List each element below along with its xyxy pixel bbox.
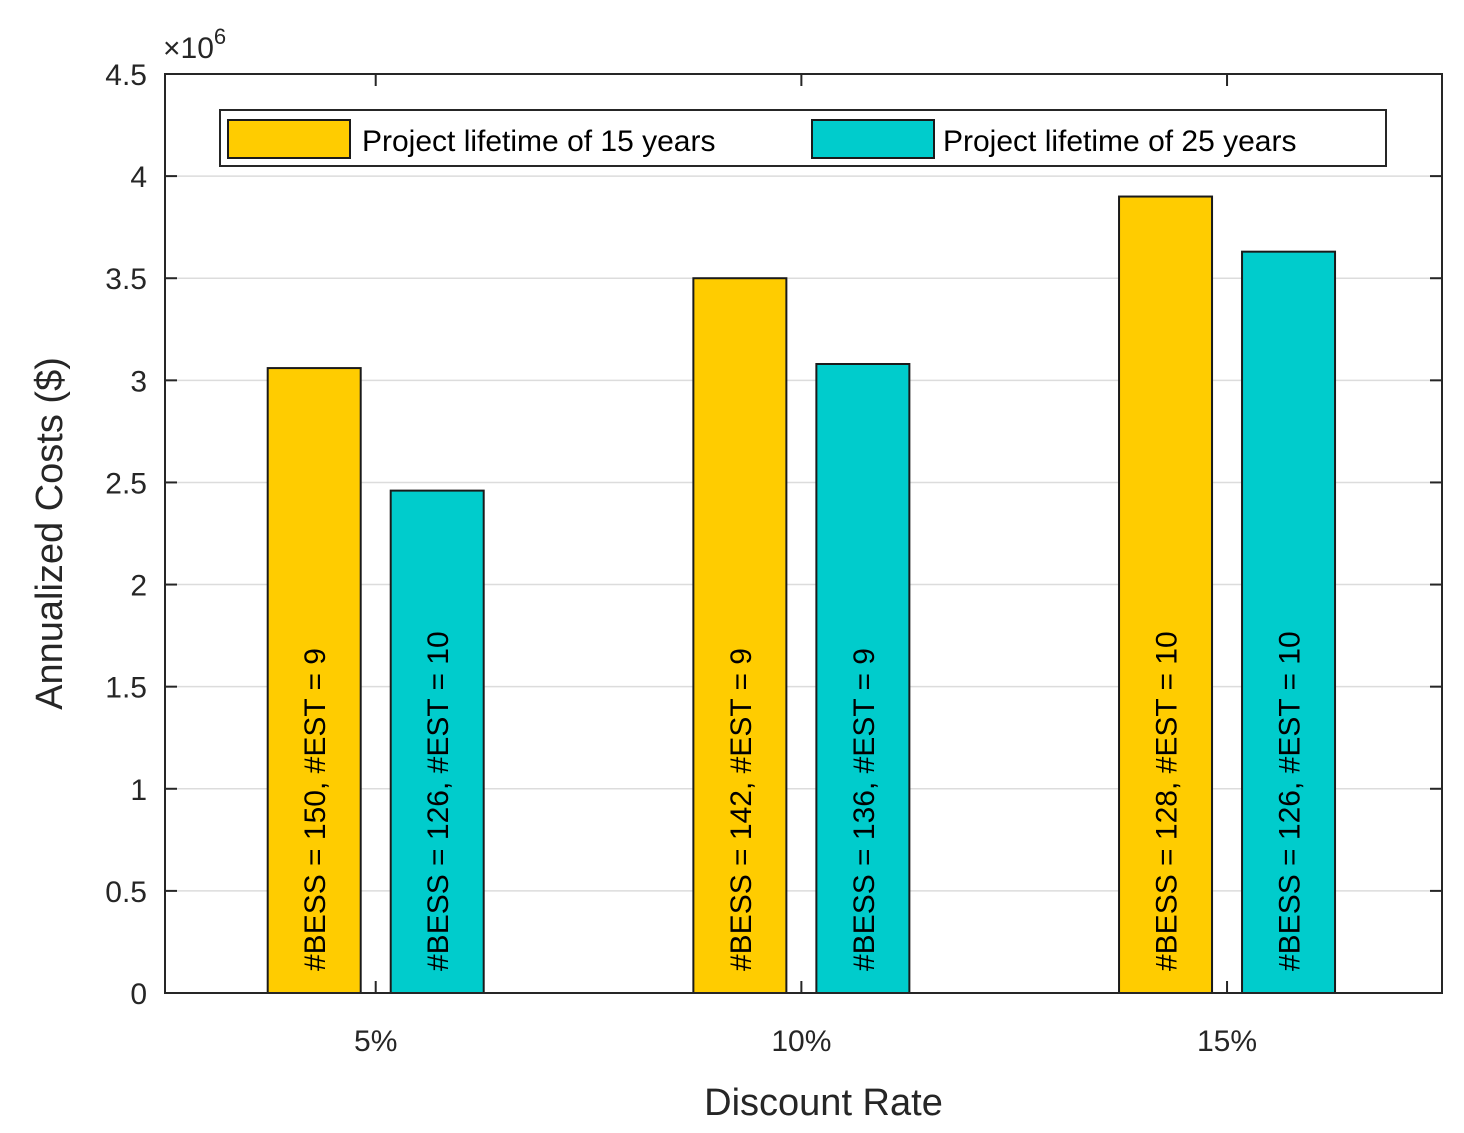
axis-ticks: 0 0.5 1 1.5 2 2.5 3 3.5 4 4.5 5% 10% 15% [105,59,1442,1058]
bar [692,277,788,994]
bar [389,489,485,994]
bars: #BESS = 150, #EST = 9 #BESS = 126, #EST =… [266,195,1337,995]
x-tick-label: 10% [771,1025,831,1058]
legend-entry-label: Project lifetime of 25 years [943,125,1296,158]
y-tick-label: 4 [130,161,147,194]
exponent-power: 6 [214,24,226,49]
legend-box [219,109,1387,167]
plot-frame [164,73,1443,994]
legend-swatch [811,119,935,159]
y-axis-label: Annualized Costs ($) [29,357,71,710]
y-tick-label: 3.5 [105,263,147,296]
legend-swatch [227,119,351,159]
bar-data-label: #BESS = 150, #EST = 9 [299,648,332,971]
y-tick-label: 4.5 [105,59,147,92]
bar-data-label: #BESS = 142, #EST = 9 [725,648,758,971]
bar-data-label: #BESS = 128, #EST = 10 [1151,631,1184,971]
legend: Project lifetime of 15 years Project life… [219,109,1387,167]
y-tick-label: 3 [130,365,147,398]
y-tick-label: 1 [130,774,147,807]
exponent-base: ×10 [163,32,214,65]
bar-data-label: #BESS = 136, #EST = 9 [848,648,881,971]
y-tick-label: 0 [130,978,147,1011]
y-tick-label: 1.5 [105,672,147,705]
bar [1118,195,1214,995]
bar-data-label: #BESS = 126, #EST = 10 [1274,631,1307,971]
y-axis-exponent: ×106 [163,24,226,65]
x-axis-label: Discount Rate [704,1082,943,1124]
grid-lines [165,175,1442,892]
y-tick-label: 0.5 [105,876,147,909]
x-tick-label: 15% [1197,1025,1257,1058]
y-tick-label: 2.5 [105,467,147,500]
x-tick-label: 5% [354,1025,397,1058]
legend-entry-label: Project lifetime of 15 years [362,125,715,158]
y-tick-label: 2 [130,570,147,603]
bar-data-label: #BESS = 126, #EST = 10 [422,631,455,971]
bar [1241,250,1337,994]
bar [815,362,911,994]
bar [266,367,362,994]
